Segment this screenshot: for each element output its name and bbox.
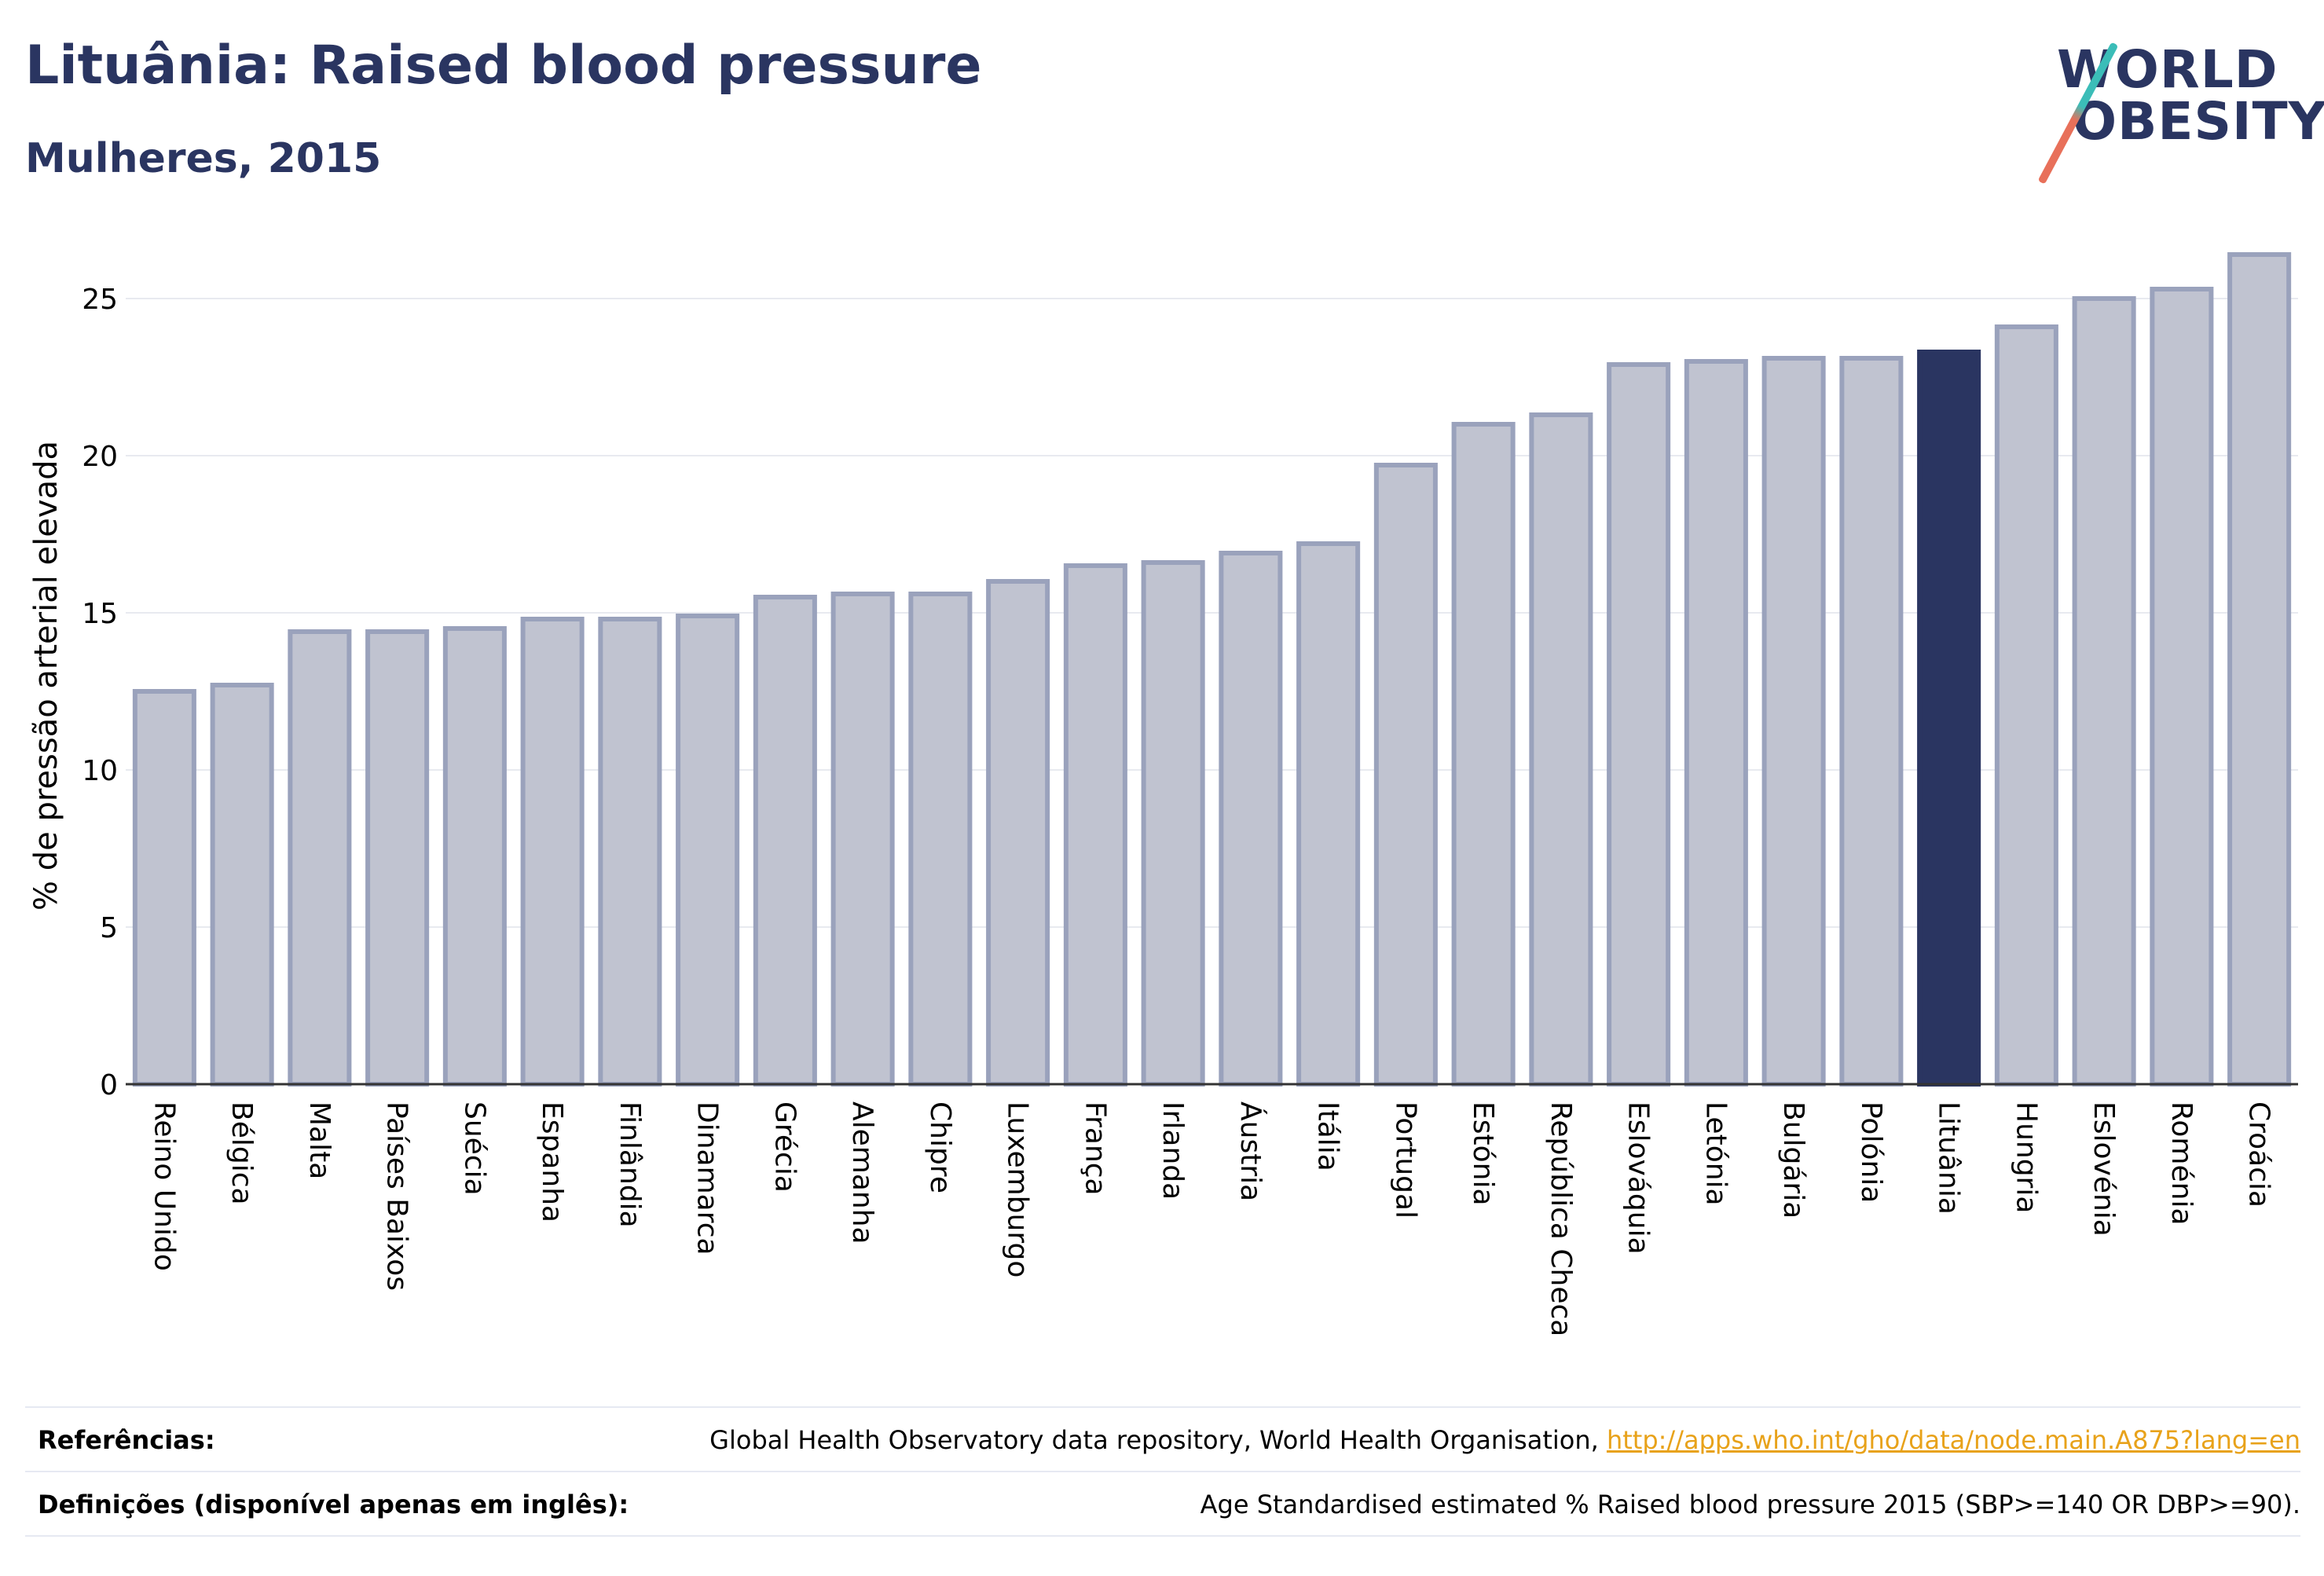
- y-tick-label: 20: [82, 441, 118, 473]
- x-tick-label: França: [1079, 1101, 1111, 1196]
- bar: [1296, 541, 1361, 1087]
- x-tick-label: República Checa: [1545, 1101, 1577, 1336]
- x-tick-label: Reino Unido: [148, 1101, 180, 1271]
- definitions-value: Age Standardised estimated % Raised bloo…: [1200, 1490, 2300, 1519]
- bar-chart: 0 5 10 15 20 25 Reino Unido Bélgica Malta Países…: [28, 252, 2298, 1336]
- references-link[interactable]: http://apps.who.int/gho/data/node.main.A…: [1606, 1425, 2300, 1455]
- bar: [520, 617, 585, 1087]
- x-tick-label: Áustria: [1234, 1101, 1267, 1201]
- x-tick-label: Itália: [1312, 1101, 1344, 1171]
- bars: [132, 252, 2292, 1087]
- bar: [1839, 356, 1904, 1087]
- bar: [908, 592, 973, 1087]
- bar: [1761, 356, 1826, 1087]
- bar: [1219, 551, 1283, 1087]
- y-axis-ticks: 0 5 10 15 20 25: [82, 284, 118, 1101]
- y-axis-label: % de pressão arterial elevada: [28, 441, 64, 911]
- definitions-row: Definições (disponível apenas em inglês)…: [25, 1471, 2300, 1537]
- bar: [288, 629, 352, 1087]
- x-tick-label: Polónia: [1855, 1101, 1887, 1203]
- x-tick-label: Países Baixos: [381, 1101, 413, 1291]
- x-tick-label: Croácia: [2243, 1101, 2275, 1208]
- y-tick-label: 10: [82, 755, 118, 787]
- x-tick-label: Espanha: [536, 1101, 568, 1222]
- logo-line-2: OBESITY: [2073, 91, 2324, 152]
- y-tick-label: 0: [100, 1069, 118, 1101]
- x-tick-label: Letónia: [1699, 1101, 1732, 1206]
- bar: [132, 689, 196, 1087]
- bar: [1994, 324, 2058, 1087]
- x-tick-label: Lituânia: [1933, 1101, 1965, 1215]
- bar: [442, 626, 507, 1087]
- chart-title: Lituânia: Raised blood pressure: [25, 35, 982, 97]
- x-tick-label: Alemanha: [846, 1101, 878, 1244]
- x-tick-label: Finlândia: [614, 1101, 646, 1228]
- bar: [830, 592, 895, 1087]
- bar: [676, 614, 740, 1087]
- bar: [1684, 359, 1748, 1087]
- y-tick-label: 15: [82, 598, 118, 630]
- bar: [598, 617, 662, 1087]
- bar: [2227, 252, 2292, 1087]
- x-tick-label: Bélgica: [225, 1101, 258, 1205]
- x-tick-label: Eslováquia: [1622, 1101, 1655, 1255]
- references-row: Referências: Global Health Observatory d…: [25, 1406, 2300, 1471]
- bar: [1917, 350, 1981, 1087]
- x-tick-label: Luxemburgo: [1002, 1101, 1034, 1277]
- bar: [1141, 560, 1205, 1087]
- bar: [1451, 422, 1516, 1087]
- bar: [1373, 463, 1438, 1087]
- x-tick-label: Hungria: [2010, 1101, 2042, 1213]
- bar: [1529, 412, 1593, 1087]
- y-tick-label: 5: [100, 912, 118, 944]
- definitions-label: Definições (disponível apenas em inglês)…: [38, 1490, 629, 1519]
- references-text: Global Health Observatory data repositor…: [709, 1425, 1607, 1455]
- x-tick-label: Portugal: [1389, 1101, 1421, 1219]
- x-tick-label: Eslovénia: [2088, 1101, 2120, 1237]
- references-value: Global Health Observatory data repositor…: [709, 1425, 2300, 1455]
- chart-subtitle: Mulheres, 2015: [25, 135, 382, 182]
- world-obesity-logo: WORLD OBESITY: [2037, 39, 2324, 185]
- bar: [2150, 287, 2214, 1087]
- x-tick-label: Malta: [303, 1101, 335, 1179]
- bar: [2072, 296, 2136, 1087]
- y-tick-label: 25: [82, 284, 118, 316]
- bar: [986, 579, 1050, 1087]
- bar: [1607, 362, 1671, 1087]
- x-tick-label: Irlanda: [1157, 1101, 1189, 1200]
- x-tick-label: Grécia: [768, 1101, 801, 1193]
- x-tick-label: Bulgária: [1777, 1101, 1809, 1219]
- x-axis-ticks: Reino Unido Bélgica Malta Países Baixos Suéc…: [148, 1101, 2275, 1336]
- references-label: Referências:: [38, 1425, 215, 1455]
- x-tick-label: Dinamarca: [691, 1101, 724, 1255]
- x-tick-label: Roménia: [2165, 1101, 2198, 1226]
- x-tick-label: Chipre: [924, 1101, 956, 1193]
- bar: [1063, 563, 1127, 1087]
- x-tick-label: Suécia: [458, 1101, 490, 1196]
- bar: [753, 595, 817, 1087]
- bar: [365, 629, 430, 1087]
- x-tick-label: Estónia: [1467, 1101, 1499, 1206]
- bar: [210, 683, 274, 1087]
